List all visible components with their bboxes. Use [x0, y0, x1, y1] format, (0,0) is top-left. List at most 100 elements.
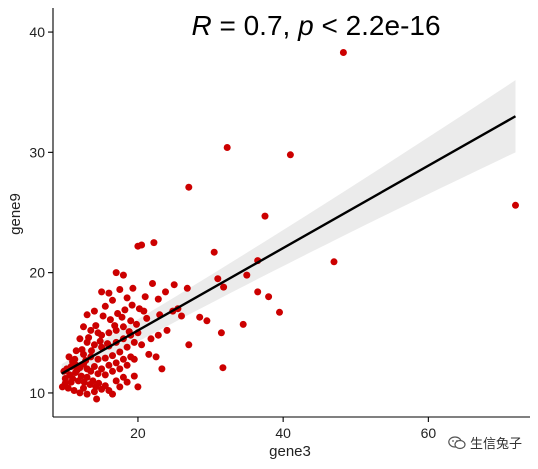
- data-point: [119, 373, 127, 381]
- data-point: [185, 341, 193, 349]
- data-point: [154, 295, 162, 303]
- data-point: [90, 363, 98, 370]
- data-point: [109, 390, 116, 398]
- data-point: [78, 346, 86, 354]
- y-axis-title: gene9: [7, 193, 24, 235]
- data-point: [239, 320, 247, 328]
- data-point: [105, 289, 113, 297]
- x-ticks: 20 40 60: [130, 417, 436, 441]
- data-point: [99, 312, 107, 320]
- plot-area: [58, 49, 519, 403]
- data-point: [196, 313, 204, 321]
- watermark: 生信兔子: [448, 433, 522, 452]
- data-point: [121, 306, 129, 314]
- data-point: [145, 350, 153, 358]
- data-point: [116, 365, 124, 373]
- data-point: [94, 370, 102, 378]
- y-tick-label: 20: [29, 265, 45, 281]
- data-point: [178, 312, 185, 320]
- data-point: [123, 343, 131, 351]
- data-point: [92, 322, 100, 330]
- data-point: [95, 379, 103, 387]
- data-point: [76, 335, 84, 343]
- y-ticks: 10 20 30 40: [29, 24, 53, 401]
- data-point: [243, 271, 251, 279]
- data-point: [185, 183, 193, 191]
- data-point: [94, 355, 102, 363]
- data-point: [112, 269, 120, 277]
- data-point: [101, 382, 109, 390]
- x-tick-label: 40: [275, 425, 291, 441]
- data-point: [118, 313, 126, 321]
- data-point: [220, 283, 228, 291]
- data-point: [112, 359, 120, 367]
- data-point: [90, 341, 98, 349]
- data-point: [112, 377, 120, 385]
- data-point: [141, 293, 149, 301]
- data-point: [105, 329, 113, 337]
- data-point: [87, 326, 95, 334]
- data-point: [67, 378, 75, 386]
- data-point: [138, 341, 146, 349]
- data-point: [116, 286, 124, 293]
- data-point: [147, 335, 155, 343]
- points-layer: [58, 49, 519, 403]
- data-point: [83, 390, 91, 398]
- data-point: [127, 317, 135, 325]
- watermark-text: 生信兔子: [470, 437, 523, 452]
- data-point: [219, 364, 227, 372]
- data-point: [111, 322, 119, 330]
- data-point: [143, 314, 151, 322]
- data-point: [88, 347, 95, 355]
- data-point: [123, 378, 131, 386]
- data-point: [129, 284, 137, 292]
- data-point: [158, 365, 166, 373]
- data-point: [70, 387, 78, 394]
- data-point: [123, 294, 131, 302]
- data-point: [85, 334, 93, 342]
- data-point: [217, 329, 225, 337]
- data-point: [64, 384, 72, 392]
- data-point: [109, 367, 116, 375]
- data-point: [119, 271, 127, 279]
- data-point: [106, 316, 114, 324]
- data-point: [61, 375, 69, 382]
- data-point: [123, 361, 131, 369]
- data-point: [512, 201, 519, 209]
- data-point: [133, 320, 140, 328]
- data-point: [150, 239, 158, 247]
- data-point: [339, 49, 347, 56]
- data-point: [98, 331, 106, 339]
- data-point: [128, 301, 136, 309]
- data-point: [89, 377, 97, 385]
- data-point: [214, 275, 222, 283]
- data-point: [330, 258, 338, 266]
- data-point: [109, 352, 116, 360]
- data-point: [101, 302, 109, 310]
- data-point: [65, 353, 73, 361]
- data-point: [96, 337, 104, 345]
- data-point: [134, 383, 142, 391]
- data-point: [254, 288, 262, 296]
- data-point: [210, 248, 218, 256]
- data-point: [93, 395, 101, 403]
- x-tick-label: 20: [130, 425, 146, 441]
- y-tick-label: 10: [29, 385, 45, 401]
- data-point: [149, 280, 156, 287]
- data-point: [152, 353, 160, 361]
- data-point: [116, 348, 124, 356]
- data-point: [73, 366, 81, 374]
- data-point: [76, 389, 84, 397]
- data-point: [90, 307, 98, 315]
- data-point: [130, 372, 138, 380]
- data-point: [80, 323, 87, 331]
- data-point: [83, 373, 91, 381]
- data-point: [276, 308, 283, 316]
- x-tick-label: 60: [421, 425, 437, 441]
- data-point: [101, 354, 109, 362]
- regression-line: [61, 115, 517, 375]
- r-text: = 0.7,: [212, 10, 298, 41]
- wechat-icon: [448, 435, 466, 449]
- y-tick-label: 30: [29, 144, 45, 160]
